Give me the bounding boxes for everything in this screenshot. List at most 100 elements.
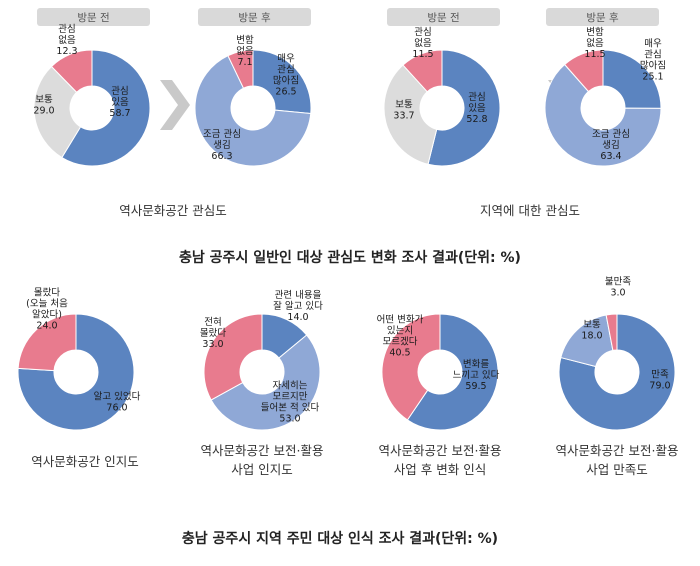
- donut-chart-3: 관심 있음 52.8보통 33.7관심 없음 11.5: [383, 27, 501, 167]
- donut-slice: [33, 65, 82, 159]
- slice-label: 매우 관심 많아짐 25.1: [640, 39, 666, 83]
- slice-label: 어떤 변화가 있는지 모르겠다 40.5: [377, 315, 424, 359]
- tab-visit-after-1: 방문 후: [198, 8, 311, 26]
- slice-label: 보통 18.0: [581, 320, 602, 342]
- slice-label-line: 관심: [644, 50, 661, 61]
- slice-label-line: 자세히는: [273, 381, 308, 392]
- slice-label: 변함 없음 11.5: [584, 27, 605, 60]
- tab-visit-before-1: 방문 전: [37, 8, 150, 26]
- tab-visit-before-2: 방문 전: [387, 8, 500, 26]
- slice-label-line: 생김: [602, 139, 619, 151]
- donut-chart-5: 알고 있었다 76.0 몰랐다 (오늘 처음 알았다) 24.0: [17, 287, 141, 431]
- slice-value: 26.5: [275, 87, 296, 98]
- slice-value: 40.5: [389, 348, 410, 359]
- slice-label: 자세히는 모르지만 들어본 적 있다 53.0: [261, 381, 320, 425]
- slice-label-line: 만족: [651, 370, 669, 381]
- slice-label-line: (오늘 처음: [26, 298, 68, 310]
- slice-label-line: 있음: [111, 96, 129, 108]
- donut-chart-1: 관심 있음 58.7보통 29.0관심 없음 12.3: [33, 24, 151, 167]
- donut-chart-2: 매우 관심 많아짐 26.5 조금 관심 생김 66.3 변함 없음 7.1: [194, 35, 312, 167]
- slice-label: 관심 있음 58.7: [109, 86, 130, 119]
- slice-label-line: 불만족: [605, 277, 631, 288]
- slice-label: 만족 79.0: [649, 370, 670, 392]
- slice-label: 관련 내용을 잘 알고 있다 14.0: [273, 290, 323, 323]
- donut-slice: [210, 334, 321, 431]
- slice-label: 보통 33.7: [393, 100, 414, 122]
- slice-value: 3.0: [610, 288, 625, 299]
- donut-slice: [252, 49, 312, 115]
- tab-label: 방문 후: [586, 12, 619, 24]
- slice-label: 관심 있음 52.8: [466, 92, 487, 125]
- tab-label: 방문 전: [77, 12, 109, 24]
- slice-label-line: 조금 관심: [203, 129, 241, 140]
- slice-label-line: 없음: [586, 37, 604, 49]
- donut-slice: [17, 313, 135, 431]
- slice-label: 전혀 몰랐다 33.0: [200, 317, 226, 350]
- slice-value: 18.0: [581, 331, 602, 342]
- donut-slice: [602, 49, 662, 109]
- slice-label-line: 매우: [644, 39, 662, 50]
- slice-label-line: 없음: [414, 37, 432, 49]
- slice-label: 조금 관심 생김 66.3: [203, 129, 241, 162]
- slice-label-line: 없음: [236, 45, 254, 57]
- donut-slice: [406, 313, 499, 431]
- slice-label-line: 보통: [583, 320, 601, 331]
- slice-value: 14.0: [287, 312, 308, 323]
- slice-label-line: 모르지만: [273, 392, 308, 403]
- slice-label-line: 몰랐다: [34, 287, 60, 299]
- donut-slice: [194, 55, 312, 167]
- donut-slice: [544, 63, 662, 167]
- slice-label-line: 생김: [213, 139, 230, 151]
- slice-value: 25.1: [642, 72, 663, 83]
- slice-label: 조금 관심 생김 63.4: [592, 129, 630, 162]
- slice-label-line: 알았다): [32, 309, 62, 321]
- section-title: 충남 공주시 일반인 대상 관심도 변화 조사 결과(단위: %): [179, 249, 521, 266]
- slice-label: 불만족 3.0: [605, 277, 631, 299]
- chart-caption: 역사문화공간 보전·활용: [556, 443, 679, 458]
- chart-caption: 역사문화공간 인지도: [31, 454, 138, 469]
- slice-label-line: 관심: [277, 65, 294, 76]
- slice-label-line: 많아짐: [273, 76, 299, 87]
- slice-value: 12.3: [56, 46, 77, 57]
- slice-label: 몰랐다 (오늘 처음 알았다) 24.0: [26, 287, 68, 332]
- slice-label-line: 없음: [58, 34, 76, 46]
- slice-value: 53.0: [279, 414, 300, 425]
- slice-value: 58.7: [109, 108, 130, 119]
- slice-label-line: 관심: [58, 24, 75, 35]
- slice-value: 63.4: [600, 151, 621, 162]
- slice-label: 관심 없음 12.3: [56, 24, 77, 57]
- section-title: 충남 공주시 지역 주민 대상 인식 조사 결과(단위: %): [182, 530, 498, 547]
- slice-label-line: 관심: [414, 27, 431, 38]
- chart-caption: 사업 만족도: [586, 462, 647, 477]
- chart-caption: 역사문화공간 보전·활용: [379, 443, 502, 458]
- donut-chart-6: 관련 내용을 잘 알고 있다 14.0 자세히는 모르지만 들어본 적 있다 53.0 전혀 몰…: [200, 290, 323, 431]
- slice-value: 66.3: [211, 151, 232, 162]
- slice-value: 7.1: [237, 57, 252, 68]
- donut-slice: [17, 313, 77, 372]
- slice-label: 보통 29.0: [33, 95, 54, 117]
- slice-label-line: 변화를: [463, 359, 489, 370]
- slice-label-line: 변함: [586, 27, 604, 38]
- slice-label: 변함 없음 7.1: [236, 35, 254, 68]
- chart-caption: 역사문화공간 관심도: [119, 203, 226, 218]
- tab-visit-after-2: 방문 후: [546, 8, 659, 26]
- donut-chart-7: 변화를 느끼고 있다 59.5 어떤 변화가 있는지 모르겠다 40.5: [377, 313, 500, 431]
- chart-caption: 사업 인지도: [231, 462, 292, 477]
- slice-value: 24.0: [36, 321, 57, 332]
- donut-slice: [50, 49, 93, 93]
- slice-label: 알고 있었다 76.0: [94, 391, 141, 414]
- slice-label-line: 매우: [277, 54, 295, 65]
- donut-charts: 관심 있음 58.7보통 29.0관심 없음 12.3매우 관심 많아짐 26.5조금 관심 생김…: [17, 24, 676, 431]
- slice-label: 매우 관심 많아짐 26.5: [273, 54, 299, 98]
- slice-label-line: 관심: [468, 92, 485, 103]
- slice-label-line: 보통: [395, 100, 413, 111]
- chart-caption: 사업 후 변화 인식: [394, 462, 486, 477]
- slice-value: 33.7: [393, 111, 414, 122]
- donut-slice: [427, 49, 501, 167]
- slice-value: 11.5: [412, 49, 433, 60]
- arrow-icon: [160, 80, 190, 130]
- slice-label-line: 전혀: [204, 317, 221, 328]
- slice-label: 관심 없음 11.5: [412, 27, 433, 60]
